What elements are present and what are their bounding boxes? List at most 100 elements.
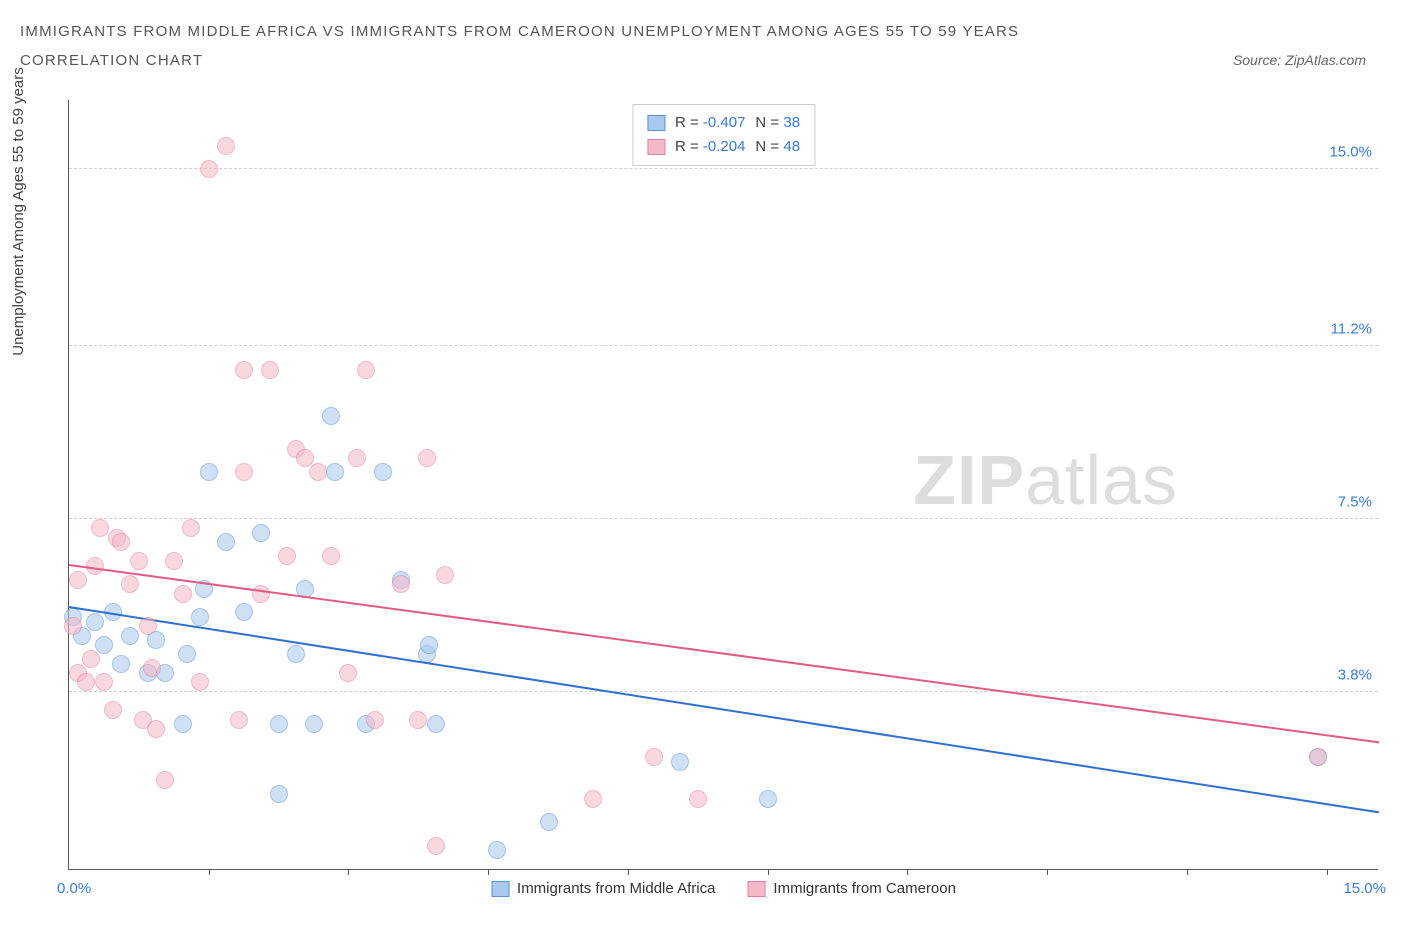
scatter-point	[348, 449, 366, 467]
scatter-point	[270, 715, 288, 733]
series-legend: Immigrants from Middle Africa Immigrants…	[491, 880, 956, 897]
scatter-point	[420, 636, 438, 654]
scatter-point	[287, 645, 305, 663]
swatch-bottom-2	[747, 881, 765, 897]
scatter-point	[235, 603, 253, 621]
gridline	[69, 518, 1378, 519]
swatch-series-2	[647, 139, 665, 155]
scatter-point	[427, 837, 445, 855]
scatter-point	[252, 524, 270, 542]
watermark: ZIPatlas	[913, 440, 1178, 520]
scatter-point	[357, 361, 375, 379]
scatter-point	[427, 715, 445, 733]
y-tick-label: 3.8%	[1338, 666, 1372, 683]
scatter-point	[200, 160, 218, 178]
legend-item-1: Immigrants from Middle Africa	[491, 880, 715, 897]
trend-line	[69, 564, 1379, 743]
scatter-point	[418, 449, 436, 467]
scatter-point	[191, 608, 209, 626]
scatter-point	[86, 557, 104, 575]
scatter-point	[182, 519, 200, 537]
plot-area: ZIPatlas R = -0.407 N = 38 R = -0.204 N …	[68, 100, 1378, 870]
scatter-point	[540, 813, 558, 831]
gridline	[69, 168, 1378, 169]
scatter-point	[174, 715, 192, 733]
x-tick	[1187, 869, 1188, 875]
x-tick	[209, 869, 210, 875]
correlation-chart: Unemployment Among Ages 55 to 59 years Z…	[20, 100, 1386, 900]
y-tick-label: 11.2%	[1331, 321, 1372, 338]
scatter-point	[130, 552, 148, 570]
x-tick	[348, 869, 349, 875]
scatter-point	[671, 753, 689, 771]
scatter-point	[235, 361, 253, 379]
scatter-point	[86, 613, 104, 631]
x-tick	[768, 869, 769, 875]
scatter-point	[322, 547, 340, 565]
scatter-point	[147, 720, 165, 738]
gridline	[69, 345, 1378, 346]
x-min-label: 0.0%	[57, 880, 91, 897]
scatter-point	[261, 361, 279, 379]
scatter-point	[112, 533, 130, 551]
y-axis-label: Unemployment Among Ages 55 to 59 years	[10, 67, 27, 356]
stats-legend: R = -0.407 N = 38 R = -0.204 N = 48	[632, 104, 815, 166]
scatter-point	[121, 627, 139, 645]
scatter-point	[217, 533, 235, 551]
scatter-point	[139, 617, 157, 635]
scatter-point	[1309, 748, 1327, 766]
scatter-point	[488, 841, 506, 859]
scatter-point	[156, 771, 174, 789]
scatter-point	[326, 463, 344, 481]
x-max-label: 15.0%	[1343, 880, 1386, 897]
scatter-point	[91, 519, 109, 537]
stats-row-1: R = -0.407 N = 38	[647, 111, 800, 135]
scatter-point	[178, 645, 196, 663]
scatter-point	[77, 673, 95, 691]
scatter-point	[392, 575, 410, 593]
scatter-point	[689, 790, 707, 808]
x-tick	[488, 869, 489, 875]
scatter-point	[322, 407, 340, 425]
scatter-point	[366, 711, 384, 729]
x-tick	[907, 869, 908, 875]
scatter-point	[95, 636, 113, 654]
swatch-series-1	[647, 115, 665, 131]
chart-title-1: IMMIGRANTS FROM MIDDLE AFRICA VS IMMIGRA…	[20, 18, 1386, 47]
trend-line	[69, 606, 1379, 813]
scatter-point	[143, 659, 161, 677]
scatter-point	[82, 650, 100, 668]
scatter-point	[191, 673, 209, 691]
scatter-point	[759, 790, 777, 808]
scatter-point	[309, 463, 327, 481]
scatter-point	[95, 673, 113, 691]
scatter-point	[584, 790, 602, 808]
scatter-point	[217, 137, 235, 155]
scatter-point	[165, 552, 183, 570]
swatch-bottom-1	[491, 881, 509, 897]
scatter-point	[235, 463, 253, 481]
scatter-point	[69, 571, 87, 589]
scatter-point	[200, 463, 218, 481]
scatter-point	[645, 748, 663, 766]
chart-source: Source: ZipAtlas.com	[1233, 52, 1386, 68]
scatter-point	[230, 711, 248, 729]
scatter-point	[339, 664, 357, 682]
x-tick	[1327, 869, 1328, 875]
y-tick-label: 7.5%	[1338, 494, 1372, 511]
scatter-point	[409, 711, 427, 729]
x-tick	[628, 869, 629, 875]
stats-row-2: R = -0.204 N = 48	[647, 135, 800, 159]
scatter-point	[374, 463, 392, 481]
y-tick-label: 15.0%	[1329, 144, 1372, 161]
scatter-point	[252, 585, 270, 603]
scatter-point	[305, 715, 323, 733]
scatter-point	[436, 566, 454, 584]
scatter-point	[64, 617, 82, 635]
scatter-point	[112, 655, 130, 673]
scatter-point	[104, 701, 122, 719]
legend-item-2: Immigrants from Cameroon	[747, 880, 956, 897]
scatter-point	[121, 575, 139, 593]
scatter-point	[270, 785, 288, 803]
chart-title-2: CORRELATION CHART	[20, 47, 203, 76]
